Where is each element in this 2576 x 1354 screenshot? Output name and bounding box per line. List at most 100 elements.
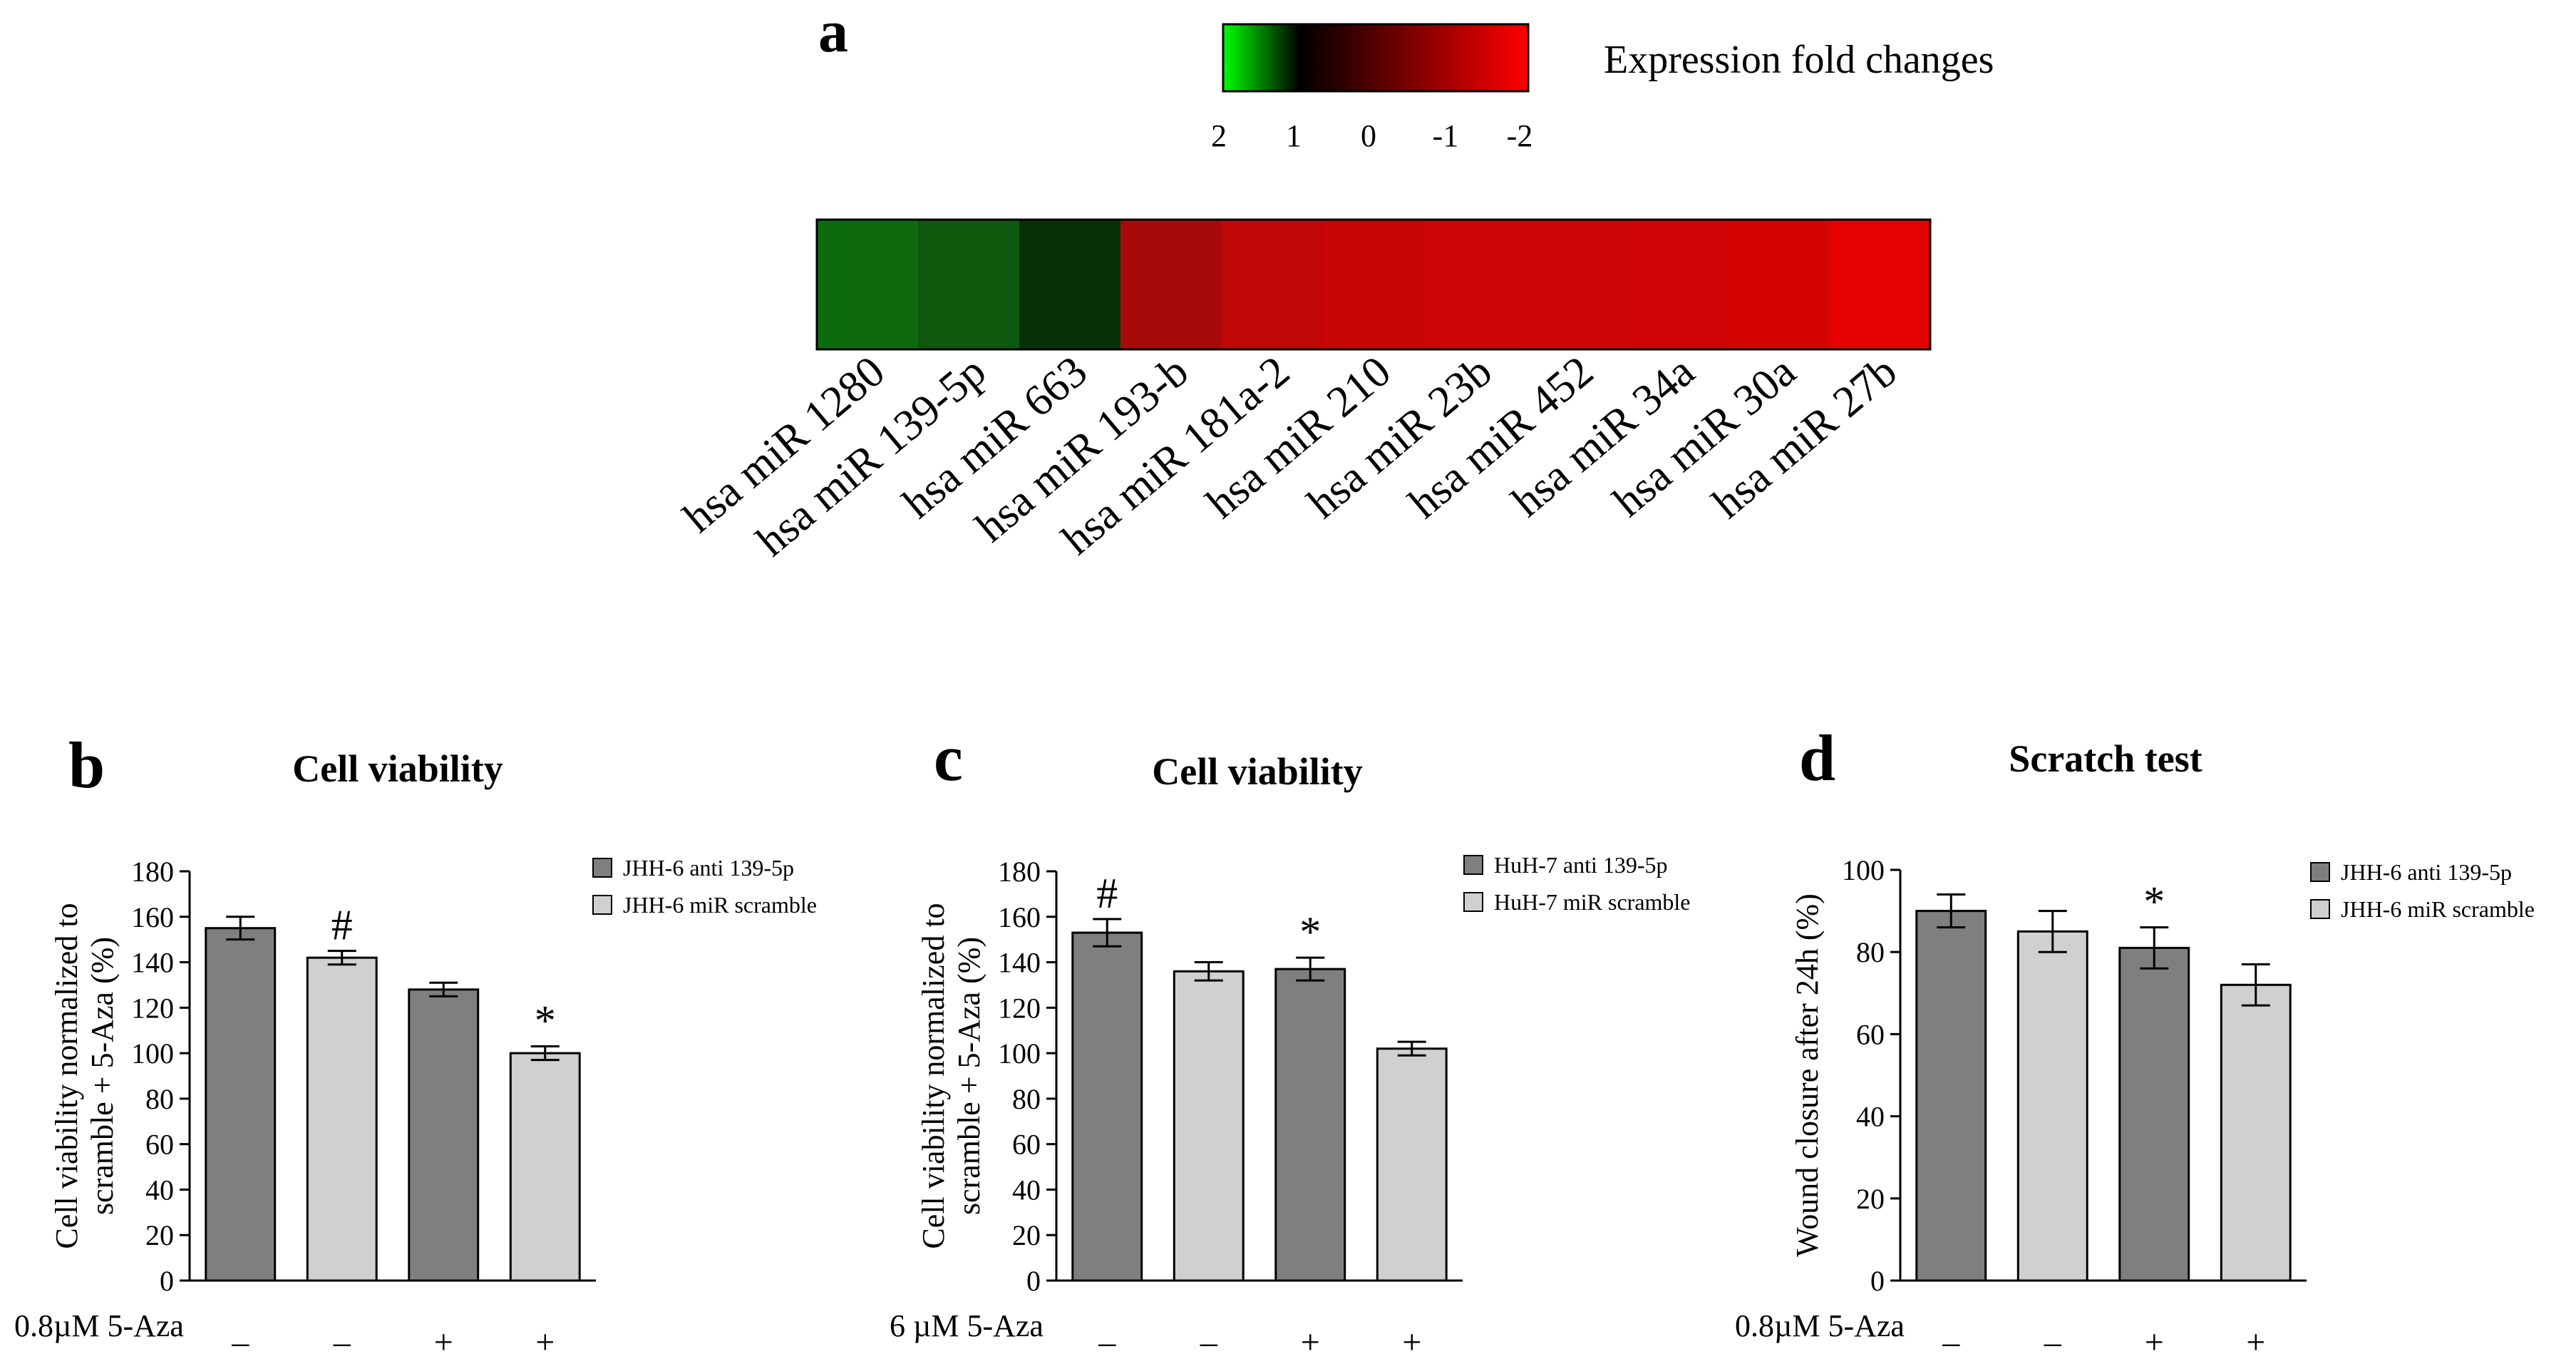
heatmap-cell <box>1019 220 1121 349</box>
bar <box>306 956 378 1282</box>
y-tick-label: 80 <box>1012 1083 1041 1115</box>
heatmap-cell <box>1728 220 1830 349</box>
legend-label: JHH-6 anti 139-5p <box>623 855 794 881</box>
colorbar <box>1222 23 1530 93</box>
legend-swatch <box>2310 899 2330 919</box>
heatmap-border <box>815 218 1932 351</box>
chart-b: 0 20 40 60 80 100 120 140 160 180 Cell viability n… <box>49 855 817 1354</box>
y-tick-label: 0 <box>160 1265 174 1297</box>
panel-d-title: Scratch test <box>2009 737 2202 780</box>
bar <box>2118 946 2190 1282</box>
panel-c-title: Cell viability <box>1152 750 1363 793</box>
treatment-sign: – <box>1942 1323 1960 1354</box>
heatmap-cell <box>1424 220 1526 349</box>
significance-mark: * <box>2143 878 2165 925</box>
significance-mark: # <box>331 902 353 949</box>
heatmap-cell <box>1627 220 1729 349</box>
y-tick-label: 120 <box>131 992 174 1024</box>
treatment-sign: + <box>1301 1323 1320 1354</box>
panel-d-treatment-label: 0.8µM 5-Aza <box>1735 1308 1905 1343</box>
treatment-sign: + <box>434 1323 453 1354</box>
y-axis-title: Cell viability normalized toscramble + 5… <box>49 903 120 1248</box>
colorbar-tick: -2 <box>1507 118 1533 153</box>
heatmap-cell <box>1222 220 1324 349</box>
significance-mark: # <box>1096 870 1118 917</box>
panel-a: a Expression fold changes 2 1 0 -1 -2 hs… <box>674 0 1994 565</box>
heatmap-cell <box>1120 220 1222 349</box>
legend-swatch <box>1463 892 1483 912</box>
y-axis-title: Cell viability normalized toscramble + 5… <box>916 903 986 1248</box>
y-tick-label: 140 <box>998 947 1041 979</box>
legend-label: HuH-7 anti 139-5p <box>1494 852 1668 878</box>
y-tick-label: 40 <box>1856 1101 1885 1133</box>
bar <box>2220 983 2292 1282</box>
panel-b-treatment-label: 0.8µM 5-Aza <box>14 1308 184 1343</box>
colorbar-tick: 1 <box>1286 118 1302 153</box>
heatmap-cell <box>817 220 919 349</box>
y-tick-label: 60 <box>145 1129 174 1161</box>
colorbar-tick: 0 <box>1361 118 1376 153</box>
treatment-sign: – <box>2044 1323 2062 1354</box>
legend-label: JHH-6 miR scramble <box>2341 896 2535 922</box>
treatment-sign: + <box>1402 1323 1421 1354</box>
treatment-sign: – <box>1098 1323 1116 1354</box>
legend-label: JHH-6 miR scramble <box>623 892 817 918</box>
panel-c-treatment-label: 6 µM 5-Aza <box>890 1308 1044 1343</box>
y-tick-label: 160 <box>131 901 174 933</box>
y-tick-label: 20 <box>1012 1219 1041 1251</box>
bar <box>1376 1047 1448 1282</box>
y-tick-label: 0 <box>1026 1265 1041 1297</box>
heatmap-cell <box>1525 220 1627 349</box>
significance-mark: * <box>1299 908 1321 955</box>
legend-swatch <box>1463 855 1483 875</box>
legend-label: JHH-6 anti 139-5p <box>2341 859 2512 885</box>
y-tick-label: 20 <box>1856 1183 1885 1215</box>
panel-d: d Scratch test 0 20 40 60 80 100 Wound closure… <box>1735 722 2535 1354</box>
legend-swatch <box>2310 862 2330 882</box>
y-tick-label: 40 <box>1012 1174 1041 1206</box>
y-tick-label: 40 <box>145 1174 174 1206</box>
legend-swatch <box>592 895 612 915</box>
bar <box>1915 910 1987 1282</box>
panel-b-title: Cell viability <box>292 747 503 790</box>
treatment-sign: – <box>333 1323 351 1354</box>
panel-a-letter: a <box>818 0 848 65</box>
treatment-sign: + <box>2145 1323 2164 1354</box>
treatment-sign: – <box>231 1323 249 1354</box>
bar <box>1071 931 1143 1282</box>
panel-b-letter: b <box>68 729 105 801</box>
significance-mark: * <box>535 997 556 1045</box>
colorbar-tick: -1 <box>1433 118 1459 153</box>
legend-swatch <box>592 858 612 878</box>
chart-c: 0 20 40 60 80 100 120 140 160 180 Cell viability n… <box>916 852 1691 1354</box>
y-tick-label: 100 <box>998 1037 1041 1070</box>
treatment-sign: – <box>1200 1323 1218 1354</box>
y-axis-title: Wound closure after 24h (%) <box>1790 893 1825 1257</box>
y-tick-label: 80 <box>1856 936 1885 968</box>
panel-d-letter: d <box>1799 722 1835 794</box>
y-tick-label: 60 <box>1856 1018 1885 1050</box>
colorbar-tick: 2 <box>1211 118 1227 153</box>
y-tick-label: 140 <box>131 947 174 979</box>
y-tick-label: 120 <box>998 992 1041 1024</box>
bar <box>509 1052 581 1282</box>
treatment-sign: + <box>2246 1323 2265 1354</box>
bar <box>1173 970 1245 1282</box>
bar <box>2016 930 2088 1282</box>
y-tick-label: 100 <box>1842 854 1885 886</box>
legend-label: HuH-7 miR scramble <box>1494 889 1691 915</box>
treatment-sign: + <box>535 1323 555 1354</box>
heatmap-cell <box>1323 220 1425 349</box>
y-tick-label: 180 <box>998 856 1041 888</box>
bar <box>1274 968 1346 1282</box>
panel-c: c Cell viability 0 20 40 60 80 100 120 140 160 18… <box>890 722 1691 1354</box>
y-tick-label: 60 <box>1012 1129 1041 1161</box>
y-tick-label: 100 <box>131 1037 174 1070</box>
bar <box>205 927 277 1282</box>
heatmap-cell <box>1829 220 1931 349</box>
y-tick-label: 180 <box>131 856 174 888</box>
panel-c-letter: c <box>934 722 963 794</box>
heatmap-cell <box>918 220 1020 349</box>
